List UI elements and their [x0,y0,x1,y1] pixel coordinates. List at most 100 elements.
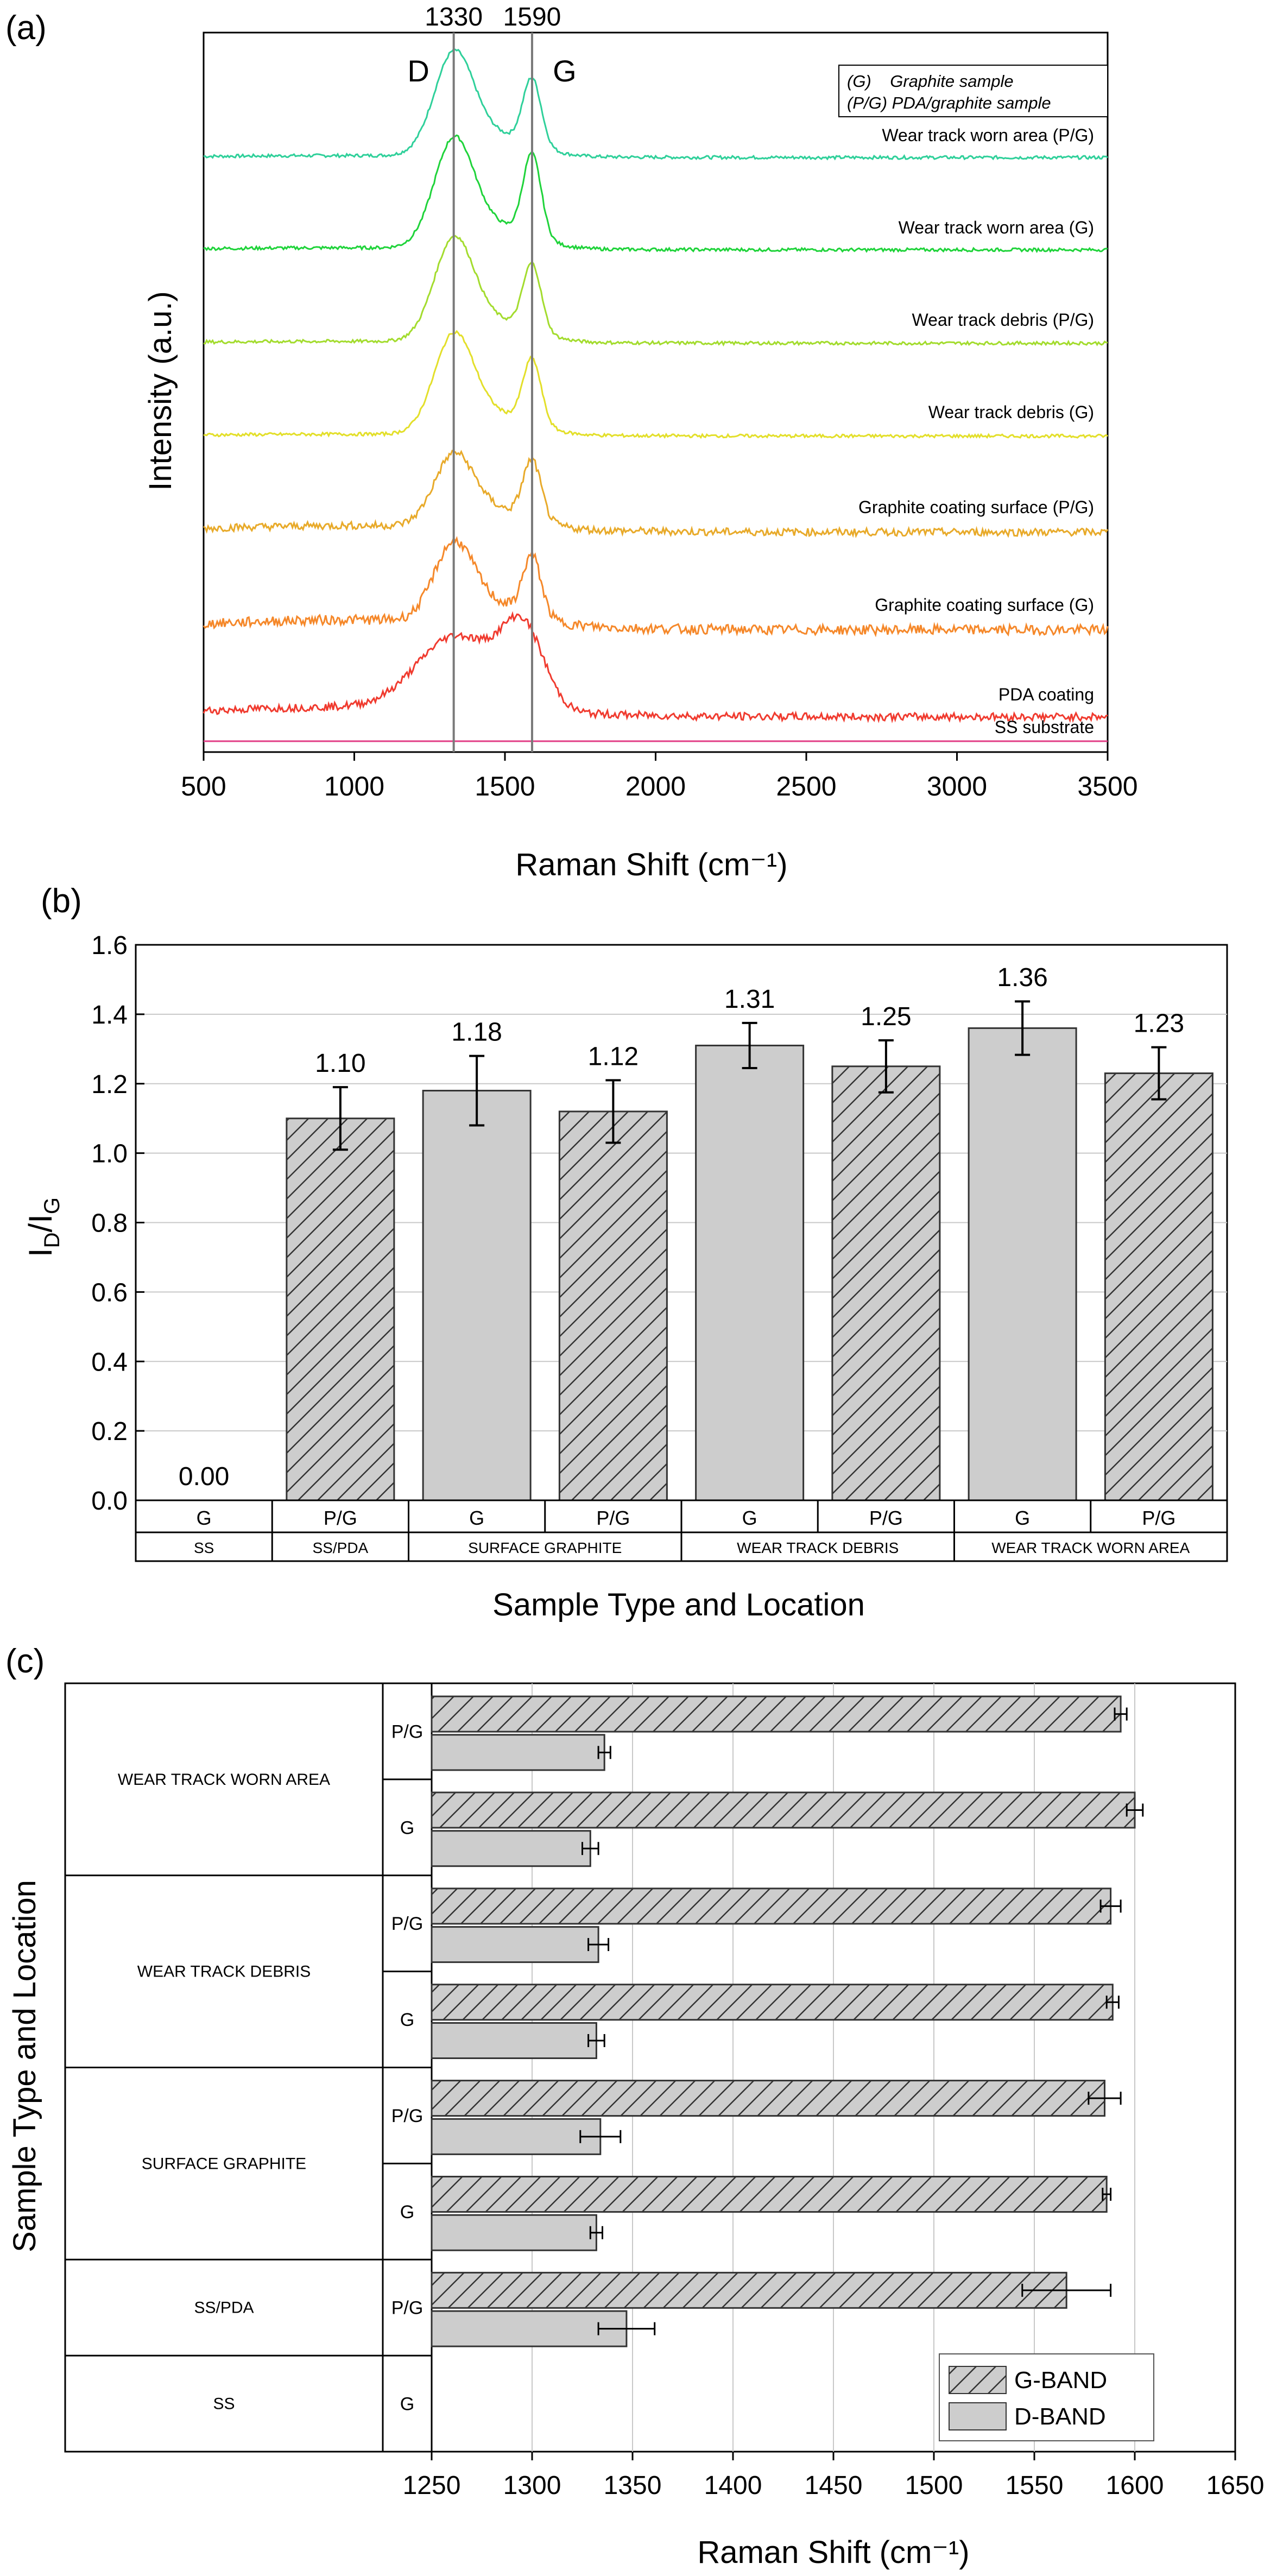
panel-a-legend-item: (P/G) PDA/graphite sample [847,93,1051,112]
value-label: 1.36 [997,963,1047,992]
d-band-bar [431,1734,605,1771]
panel-b-x-axis-title: Sample Type and Location [492,1587,865,1622]
category-label: G [742,1507,757,1529]
spectrum-line [203,134,1108,254]
spectrum-line [203,330,1108,439]
d-band-bar [431,2310,628,2347]
band-label-G: G [553,54,577,88]
category-label: G [1015,1507,1030,1529]
value-label: 1.31 [724,985,775,1014]
d-band-bar [431,2214,597,2251]
g-band-bar [431,1791,1136,1829]
panel-a-label: (a) [5,9,47,47]
group-label: WEAR TRACK DEBRIS [137,1963,311,1981]
category-label: G [469,1507,484,1529]
x-tick-label: 1400 [704,2471,762,2500]
value-label: 1.12 [588,1042,639,1071]
bar [1104,1072,1214,1501]
bar [968,1027,1077,1501]
category-label: P/G [391,1914,424,1934]
y-tick-label: 1.0 [91,1140,128,1169]
spectrum-label: PDA coating [998,685,1094,704]
x-tick-label: 3000 [927,771,987,801]
y-tick-label: 0.2 [91,1417,128,1446]
panel-a-y-axis-title: Intensity (a.u.) [143,291,178,490]
category-label: P/G [391,2298,424,2319]
x-tick-label: 3500 [1077,771,1137,801]
g-band-legend-label: G-BAND [1014,2367,1107,2394]
y-tick-label: 1.6 [91,931,128,960]
d-band-bar [431,2118,602,2155]
panel-b-y-axis-title: ID/IG [22,1197,64,1257]
spectrum-label: Wear track debris (P/G) [912,310,1094,330]
category-label: G [400,2010,414,2030]
spectrum-label: SS substrate [995,717,1094,737]
panel-a-x-axis-title: Raman Shift (cm⁻¹) [515,847,787,882]
x-tick-label: 1350 [604,2471,662,2500]
spectrum-label: Graphite coating surface (P/G) [858,497,1094,517]
reference-value-label: 1590 [503,3,561,31]
y-tick-label: 0.8 [91,1209,128,1238]
category-label: P/G [324,1507,357,1529]
panel-a-legend: (G) Graphite sample (P/G) PDA/graphite s… [838,65,1108,117]
group-label: WEAR TRACK WORN AREA [991,1539,1190,1556]
group-label: SS/PDA [313,1539,369,1556]
category-label: P/G [1142,1507,1175,1529]
g-band-bar [431,1695,1122,1733]
band-label-D: D [407,54,429,88]
d-band-bar [431,2022,597,2059]
g-band-legend-swatch [949,2366,1007,2394]
spectrum-line [203,450,1109,539]
d-band-legend-swatch [949,2402,1007,2430]
panel-c-label: (c) [5,1643,45,1680]
group-label: SURFACE GRAPHITE [468,1539,622,1556]
group-label: WEAR TRACK DEBRIS [737,1539,899,1556]
bar [422,1090,532,1501]
category-label: G [197,1507,212,1529]
category-label: G [400,2394,414,2415]
g-band-bar [431,2271,1067,2309]
spectrum-label: Wear track worn area (G) [899,218,1094,237]
category-label: G [400,1817,414,1838]
g-band-bar [431,2175,1108,2213]
x-tick-label: 1600 [1106,2471,1164,2500]
panel-c-y-axis-title: Sample Type and Location [7,1880,42,2252]
value-label: 1.18 [451,1018,502,1047]
group-label: SURFACE GRAPHITE [142,2155,306,2173]
svg-text:ID/IG: ID/IG [22,1197,64,1257]
value-label: 1.25 [861,1002,911,1031]
spectrum-line [203,535,1109,637]
category-label: P/G [869,1507,903,1529]
x-tick-label: 1450 [805,2471,863,2500]
y-tick-label: 1.2 [91,1070,128,1099]
y-tick-label: 0.6 [91,1278,128,1307]
d-band-bar [431,1926,599,1963]
bar [831,1065,941,1501]
category-label: G [400,2202,414,2223]
spectrum-label: Wear track debris (G) [928,402,1094,422]
x-tick-label: 1650 [1206,2471,1265,2500]
category-label: P/G [391,1721,424,1742]
group-label: WEAR TRACK WORN AREA [118,1771,330,1789]
reference-value-label: 1330 [425,3,483,31]
category-label: P/G [596,1507,630,1529]
x-tick-label: 2500 [776,771,836,801]
value-label: 0.00 [179,1462,229,1491]
group-label: SS [213,2395,235,2413]
spectrum-line [203,48,1108,161]
spectrum-label: Wear track worn area (P/G) [882,125,1094,145]
x-tick-label: 2000 [625,771,686,801]
panel-a: (a) Wear track worn area (P/G) Wear track… [5,3,1138,882]
bar [286,1117,395,1501]
bar [695,1044,805,1501]
panel-a-legend-item: (G) Graphite sample [847,72,1014,91]
panel-c-legend: G-BAND D-BAND [939,2353,1154,2441]
x-tick-label: 1300 [503,2471,561,2500]
d-band-legend-label: D-BAND [1014,2403,1106,2430]
spectrum-line [203,611,1108,724]
d-band-bar [431,1830,591,1867]
value-label: 1.10 [315,1049,365,1078]
category-label: P/G [391,2106,424,2126]
x-tick-label: 1250 [403,2471,461,2500]
